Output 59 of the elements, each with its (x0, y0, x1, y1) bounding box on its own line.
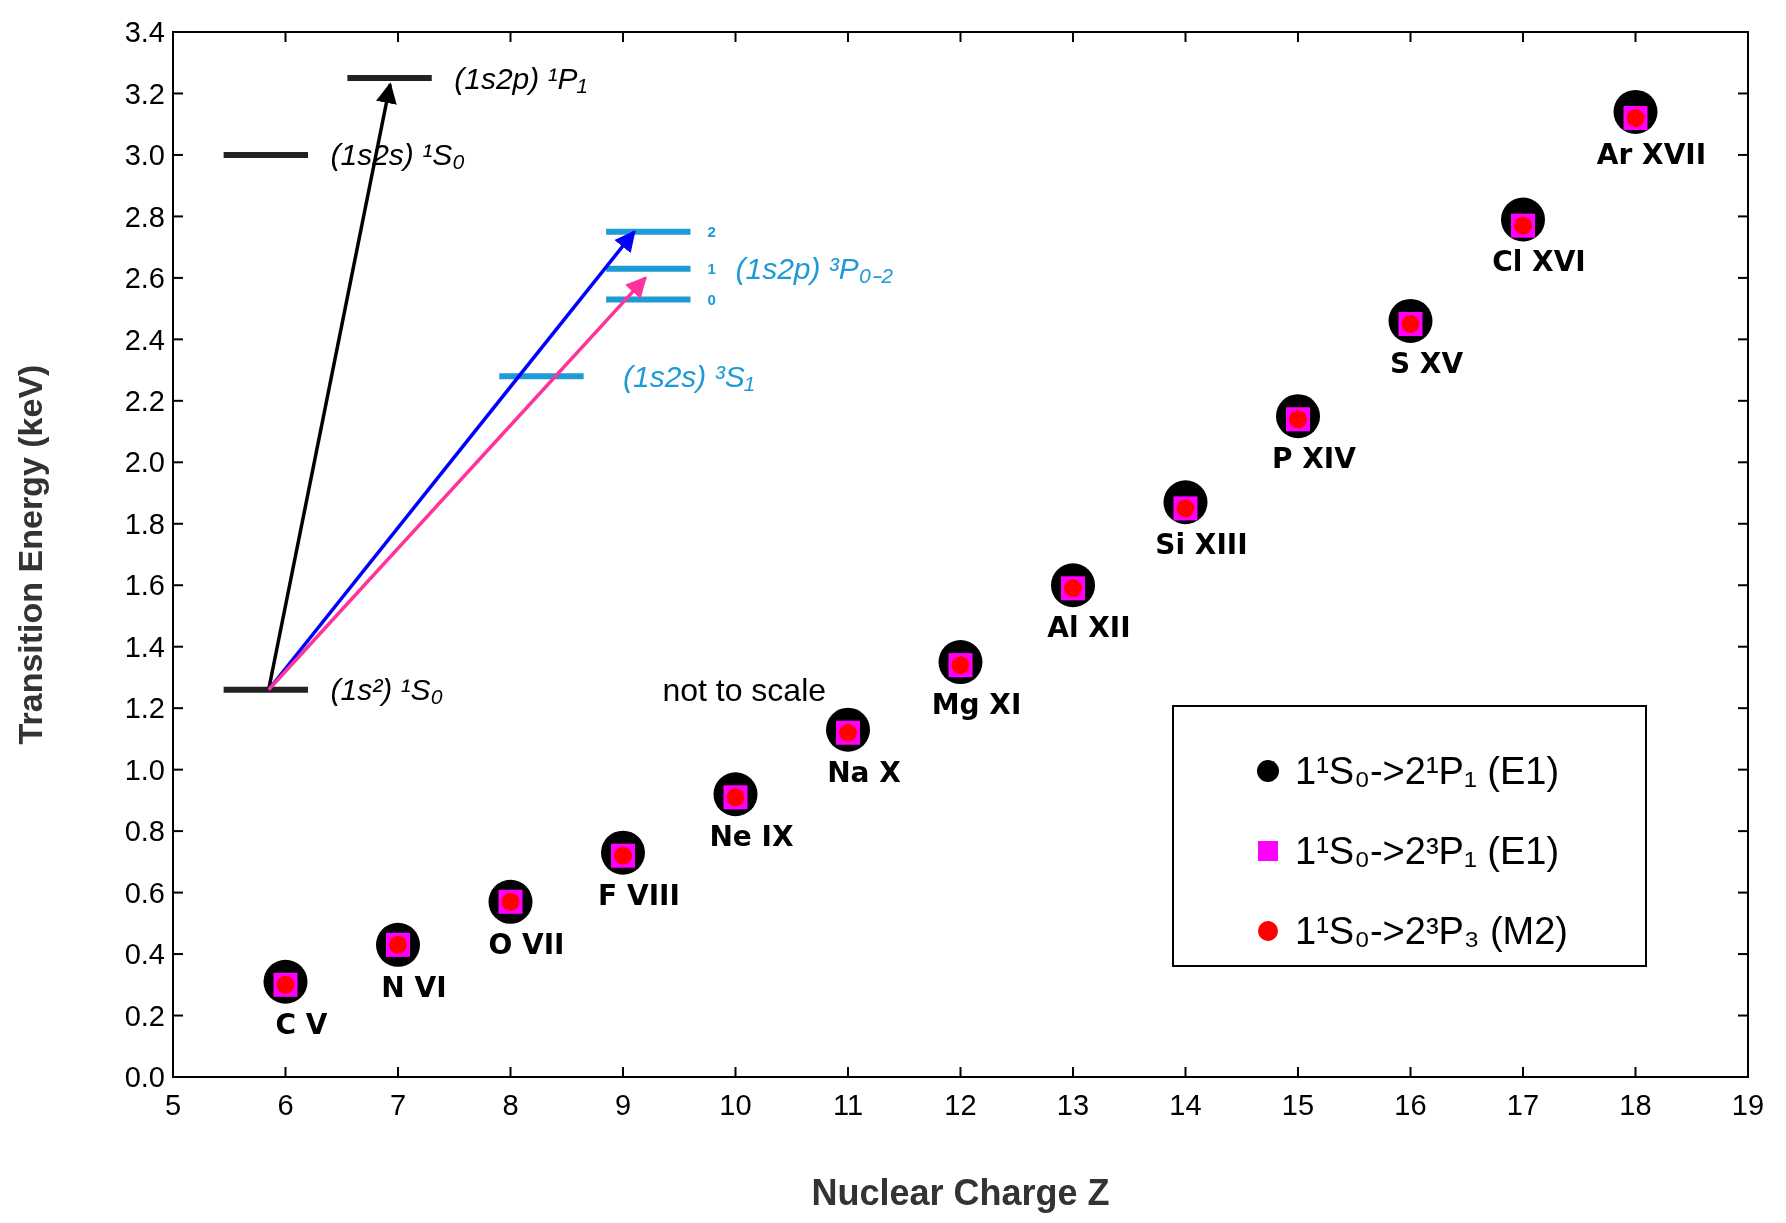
annotation: 2 (707, 223, 716, 241)
annotation: F VIII (598, 878, 680, 912)
y-tick-label: 2.8 (124, 200, 165, 233)
x-tick-label: 18 (1619, 1089, 1652, 1121)
y-tick-label: 1.8 (124, 507, 165, 540)
annotation: Ne IX (709, 820, 794, 854)
annotation: Mg XI (931, 688, 1022, 722)
x-tick-label: 15 (1281, 1089, 1315, 1121)
x-axis-title: Nuclear Charge Z (811, 1172, 1110, 1213)
y-tick-label: 0.6 (124, 876, 165, 909)
y-tick-label: 3.0 (124, 139, 165, 172)
y-tick-label: 2.4 (124, 323, 165, 356)
y-tick-label: 1.4 (124, 630, 165, 663)
x-tick-label: 17 (1506, 1089, 1540, 1121)
annotation: C V (275, 1007, 328, 1041)
annotation: (1s2s) ³S₁ (623, 359, 755, 393)
x-tick-label: 13 (1056, 1089, 1090, 1121)
y-tick-label: 0.4 (124, 938, 165, 971)
x-tick-label: 10 (719, 1089, 752, 1121)
y-tick-label: 1.2 (124, 692, 165, 725)
x-tick-label: 6 (277, 1089, 294, 1121)
y-tick-label: 2.0 (124, 446, 165, 479)
annotation: P XIV (1272, 442, 1357, 476)
y-tick-label: 3.2 (124, 77, 165, 110)
annotation: Ar XVII (1596, 137, 1707, 171)
y-tick-label: 3.4 (124, 16, 165, 49)
y-tick-label: 2.2 (124, 384, 165, 417)
annotation: 0 (707, 290, 716, 308)
y-tick-label: 1.6 (124, 569, 165, 602)
x-tick-label: 14 (1169, 1089, 1202, 1121)
annotation: (1s2p) ³P₀₋₂ (735, 252, 894, 286)
x-tick-label: 11 (832, 1089, 864, 1121)
legend-label: 1¹S₀->2³P₁ (E1) (1295, 830, 1560, 873)
y-tick-label: 0.0 (124, 1061, 165, 1094)
x-tick-label: 16 (1394, 1089, 1427, 1121)
annotation: Si XIII (1155, 528, 1248, 562)
y-tick-label: 2.6 (124, 262, 165, 295)
annotation: (1s²) ¹S₀ (330, 673, 444, 707)
x-tick-label: 5 (164, 1089, 182, 1121)
x-tick-label: 19 (1731, 1089, 1765, 1121)
annotation: S XV (1389, 346, 1464, 380)
y-tick-label: 0.2 (124, 999, 165, 1032)
x-tick-label: 12 (944, 1089, 977, 1121)
legend-label: 1¹S₀->2¹P₁ (E1) (1295, 750, 1560, 793)
annotation: O VII (488, 927, 565, 961)
annotation: (1s2p) ¹P₁ (454, 61, 588, 95)
y-tick-label: 1.0 (124, 753, 165, 786)
x-tick-label: 7 (389, 1089, 407, 1121)
y-axis-title: Transition Energy (keV) (11, 364, 49, 745)
y-tick-label: 0.8 (124, 815, 165, 848)
annotation: Na X (827, 755, 902, 789)
annotation: N VI (381, 970, 447, 1004)
annotation: Al XII (1047, 611, 1131, 645)
annotation: 1 (707, 259, 716, 277)
annotation: Cl XVI (1492, 245, 1586, 279)
x-tick-label: 8 (502, 1089, 519, 1121)
annotation: not to scale (662, 671, 827, 708)
x-tick-label: 9 (614, 1089, 632, 1121)
legend-label: 1¹S₀->2³P₃ (M2) (1295, 910, 1569, 953)
